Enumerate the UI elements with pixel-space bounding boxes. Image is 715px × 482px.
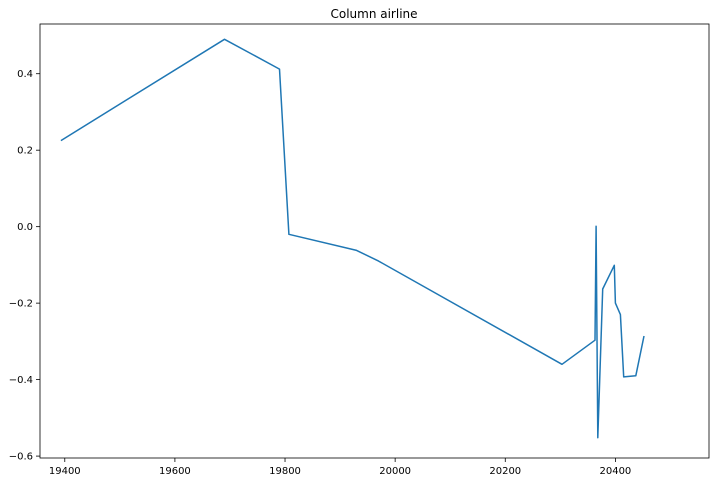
y-tick-label: 0.2: [17, 146, 33, 157]
y-tick-label: −0.6: [9, 452, 33, 463]
y-tick-label: −0.2: [9, 299, 33, 310]
y-tick-label: 0.0: [17, 222, 33, 233]
y-tick-label: 0.4: [17, 69, 33, 80]
x-tick-label: 19800: [269, 466, 301, 477]
x-tick-label: 19600: [159, 466, 191, 477]
series-line: [60, 38, 645, 439]
y-tick-label: −0.4: [9, 375, 33, 386]
y-axis: −0.6 −0.4 −0.2 0.0 0.2 0.4: [9, 69, 40, 463]
chart-title: Column airline: [330, 7, 417, 21]
x-tick-label: 20400: [599, 466, 631, 477]
x-tick-label: 20000: [379, 466, 411, 477]
x-tick-label: 20200: [489, 466, 521, 477]
x-tick-label: 19400: [49, 466, 81, 477]
x-axis: 19400 19600 19800 20000 20200 20400: [49, 458, 631, 477]
plot-area-frame: [39, 23, 710, 459]
